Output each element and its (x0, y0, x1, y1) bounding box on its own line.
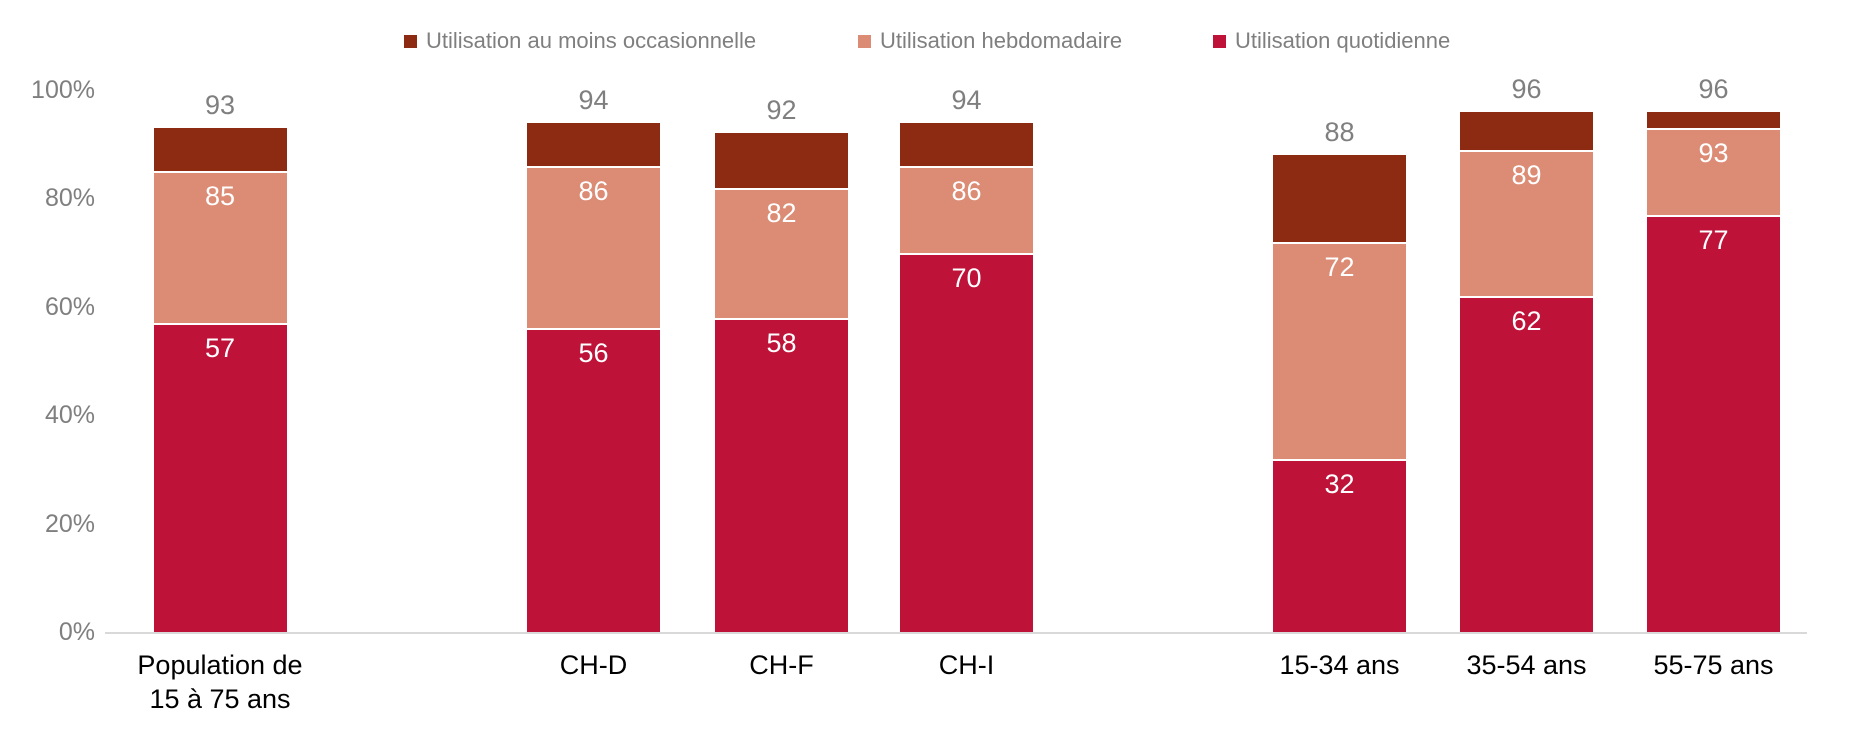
bar-segment-quotidienne (900, 252, 1033, 632)
bar-value-occasionnelle: 92 (766, 95, 797, 126)
bar-segment-occasionnelle (1460, 111, 1593, 150)
bar-value-hebdomadaire: 86 (951, 175, 982, 206)
legend-item: Utilisation hebdomadaire (858, 28, 1122, 54)
y-axis-tick-label: 20% (44, 509, 95, 538)
bar-segment-occasionnelle (153, 127, 287, 172)
bar-value-occasionnelle: 96 (1698, 73, 1729, 104)
bar-value-quotidienne: 57 (204, 333, 236, 364)
chart-legend: Utilisation au moins occasionnelle Utilis… (0, 0, 1860, 60)
legend-swatch-occasionnelle (404, 34, 417, 48)
bar-value-occasionnelle: 94 (578, 84, 609, 115)
bar-value-hebdomadaire: 82 (766, 197, 797, 228)
x-axis-category-label: CH-D (559, 650, 628, 680)
bar-value-quotidienne: 62 (1511, 305, 1542, 336)
bar-value-hebdomadaire: 89 (1511, 159, 1542, 190)
bar-segment-hebdomadaire (1460, 149, 1593, 296)
bar-value-occasionnelle: 94 (951, 84, 982, 115)
legend-label: Utilisation hebdomadaire (880, 28, 1123, 53)
legend-label: Utilisation quotidienne (1235, 28, 1451, 53)
x-axis-category-label: 55-75 ans (1653, 650, 1774, 680)
bar-segment-occasionnelle (1647, 111, 1780, 128)
bar-segment-hebdomadaire (1273, 241, 1406, 459)
y-axis-tick-label: 80% (44, 184, 95, 213)
bar-segment-quotidienne (1647, 214, 1780, 632)
bar-value-hebdomadaire: 86 (578, 175, 609, 206)
bar-segment-hebdomadaire (153, 171, 287, 324)
y-axis-tick-label: 40% (44, 401, 95, 430)
bar-value-occasionnelle: 96 (1511, 73, 1542, 104)
bar-segment-quotidienne (715, 317, 848, 632)
x-axis-category-label: 15-34 ans (1279, 650, 1400, 680)
bar-segment-occasionnelle (527, 122, 660, 166)
bar-segment-quotidienne (1460, 295, 1593, 632)
bar-segment-hebdomadaire (715, 187, 848, 318)
bar-segment-hebdomadaire (900, 165, 1033, 253)
bar-segment-hebdomadaire (1647, 127, 1780, 215)
legend-swatch-hebdomadaire (858, 34, 871, 48)
bar-value-hebdomadaire: 72 (1324, 251, 1355, 282)
legend-label: Utilisation au moins occasionnelle (426, 28, 757, 53)
x-axis-category-label: CH-F (749, 650, 814, 680)
x-axis-category-label: Population de 15 à 75 ans (137, 650, 303, 714)
x-axis-category-label: 35-54 ans (1466, 650, 1587, 680)
bar-segment-occasionnelle (900, 122, 1033, 166)
x-axis-category-label: CH-I (938, 650, 995, 680)
bar-value-quotidienne: 32 (1324, 468, 1355, 499)
bar-segment-quotidienne (153, 323, 287, 632)
bar-value-hebdomadaire: 85 (204, 181, 236, 212)
bar-segment-quotidienne (1273, 458, 1406, 632)
legend-item: Utilisation au moins occasionnelle (404, 28, 756, 54)
bar-segment-occasionnelle (715, 133, 848, 188)
bar-value-hebdomadaire: 93 (1698, 137, 1729, 168)
bar-value-quotidienne: 70 (951, 262, 982, 293)
y-axis-tick-label: 100% (31, 76, 95, 104)
bar-segment-hebdomadaire (527, 165, 660, 329)
bar-value-quotidienne: 58 (766, 327, 797, 358)
x-axis-baseline (105, 632, 1807, 634)
legend-item: Utilisation quotidienne (1213, 28, 1450, 54)
bar-value-occasionnelle: 88 (1324, 117, 1355, 148)
y-axis-tick-label: 60% (44, 292, 95, 321)
bar-value-occasionnelle: 93 (204, 89, 236, 120)
y-axis-tick-label: 0% (58, 618, 95, 646)
bar-value-quotidienne: 56 (578, 338, 609, 369)
bar-value-quotidienne: 77 (1698, 224, 1729, 255)
bar-segment-occasionnelle (1273, 155, 1406, 242)
bar-segment-quotidienne (527, 328, 660, 632)
legend-swatch-quotidienne (1213, 34, 1226, 48)
